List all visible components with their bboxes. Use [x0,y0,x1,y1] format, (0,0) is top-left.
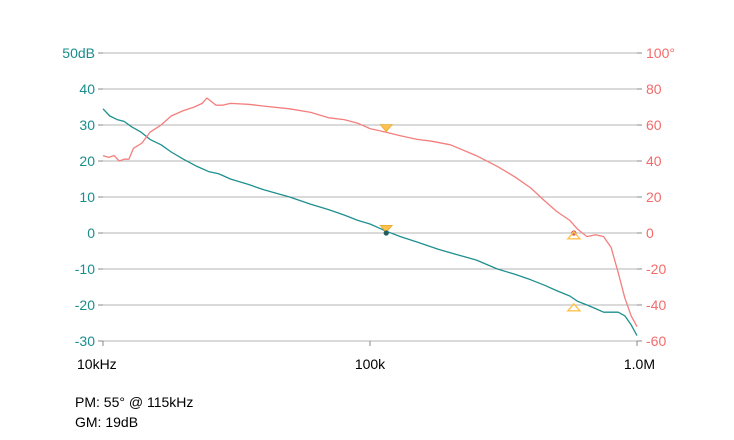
gain-margin-label: GM: 19dB [75,414,139,430]
triangle-down-marker [379,124,394,133]
left-tick-label: 40 [79,81,95,97]
left-tick-label: 20 [79,153,95,169]
right-tick-label: 0 [646,225,654,241]
right-tick-label: -40 [646,297,666,313]
series-layer [102,97,638,336]
right-tick-label: 20 [646,189,662,205]
marker-layer [379,124,582,312]
gain-series-line [102,108,638,336]
left-tick-label: 50dB [62,45,95,61]
left-tick-label: 30 [79,117,95,133]
right-tick-label: -20 [646,261,666,277]
left-tick-label: -10 [75,261,95,277]
bode-plot: 50dB 40 30 20 10 0 -10 -20 -30 100° 80 60 40 20 0 -20 -4… [62,45,675,372]
margin-notes: PM: 55° @ 115kHz GM: 19dB [75,392,193,432]
triangle-up-marker [566,302,582,312]
x-tick-label: 10kHz [77,356,117,372]
phase-margin-label: PM: 55° @ 115kHz [75,394,194,410]
triangle-up-marker [566,230,582,240]
left-tick-label: -20 [75,297,95,313]
tick-labels: 50dB 40 30 20 10 0 -10 -20 -30 100° 80 60 40 20 0 -20 -4… [62,45,675,372]
axes [98,52,642,346]
crossover-dot [383,230,389,236]
x-tick-label: 1.0M [624,356,655,372]
phase-series-line [102,97,638,327]
grid-lines [103,52,637,342]
left-tick-label: 0 [87,225,95,241]
right-tick-label: 80 [646,81,662,97]
right-tick-label: 100° [646,45,675,61]
left-tick-label: -30 [75,333,95,349]
triangle-down-marker [379,224,394,234]
right-tick-label: 40 [646,153,662,169]
left-tick-label: 10 [79,189,95,205]
right-tick-label: -60 [646,333,666,349]
right-tick-label: 60 [646,117,662,133]
x-tick-label: 100k [355,356,386,372]
